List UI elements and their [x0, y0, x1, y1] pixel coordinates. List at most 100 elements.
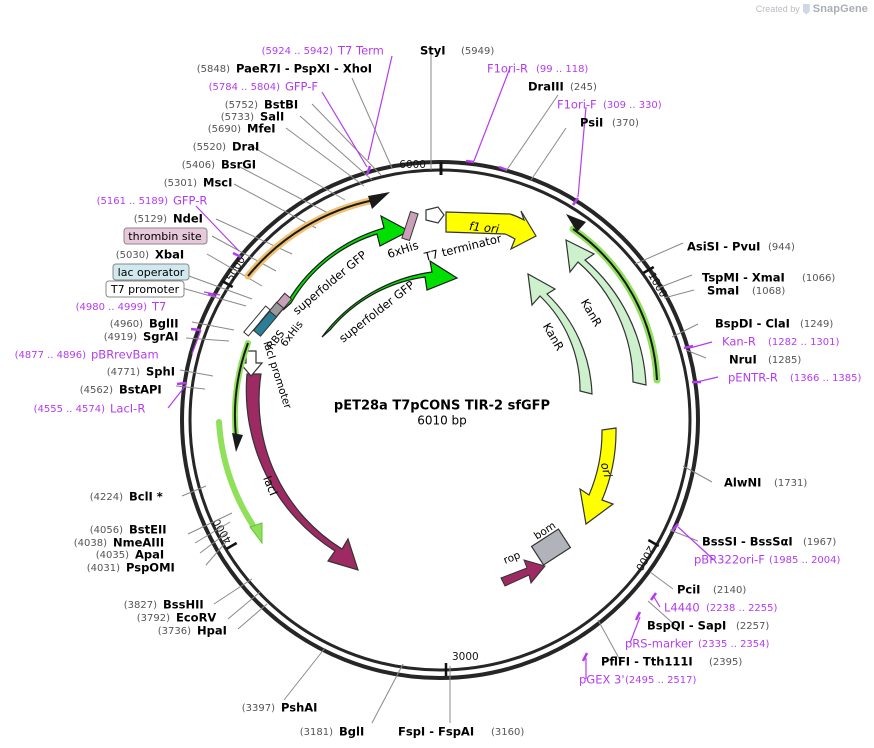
enzyme-name: DraIII — [528, 80, 564, 94]
enzyme-label-asisi: AsiSI - PvuI (944) — [687, 240, 795, 254]
tick-label-5000: 5000 — [224, 254, 248, 283]
feature-arcs-left — [216, 340, 263, 545]
enzyme-name: BssHII — [163, 598, 204, 612]
primer-range: (4877 .. 4896) — [15, 350, 87, 361]
enzyme-label-bglii: (4960) BglII — [110, 317, 179, 331]
enzyme-name: SalI — [260, 110, 284, 124]
enzyme-label-nrui: NruI (1285) — [729, 353, 801, 367]
feature-laci: lacI — [245, 373, 359, 571]
enzyme-pos: (4031) — [87, 563, 120, 574]
enzyme-pos: (1068) — [752, 286, 785, 297]
enzyme-label-bcli: (4224) BclI * — [90, 490, 163, 504]
enzyme-label-ndei: (5129) NdeI — [134, 212, 203, 226]
tick-label-6000: 6000 — [399, 159, 426, 171]
watermark-brand: SnapGene — [812, 3, 868, 15]
enzyme-name: PflFI - Tth111I — [601, 655, 693, 669]
primer-label-pbrrevbam: (4877 .. 4896) pBRrevBam — [15, 348, 159, 362]
primer-name: pRS-marker — [625, 637, 693, 651]
enzyme-name: BssSI - BssSαI — [702, 535, 793, 549]
primer-label-pbr322ori-f: pBR322ori-F (1985 .. 2004) — [694, 553, 841, 567]
enzyme-pos: (1731) — [774, 478, 807, 489]
enzyme-label-alwni: AlwNI (1731) — [724, 476, 807, 490]
primer-name: L4440 — [664, 601, 700, 615]
leader-lines-primers — [167, 55, 719, 679]
snapgene-watermark: Created by SnapGene — [756, 3, 868, 15]
feature-arc-f1ori-outer — [244, 192, 390, 280]
enzyme-pos: (4771) — [107, 367, 140, 378]
enzyme-pos: (4056) — [90, 525, 123, 536]
enzyme-label-bspqi: BspQI - SapI (2257) — [647, 619, 769, 633]
primer-range: (1985 .. 2004) — [769, 555, 841, 566]
feature-label-rop: rop — [502, 549, 523, 567]
enzyme-pos: (5733) — [221, 112, 254, 123]
primer-range: (2495 .. 2517) — [625, 675, 697, 686]
enzyme-name: ApaI — [135, 548, 164, 562]
primer-name: pENTR-R — [728, 371, 778, 385]
enzyme-label-mfei: (5690) MfeI — [208, 122, 276, 136]
enzyme-pos: (5520) — [193, 142, 226, 153]
enzyme-name: BclI * — [129, 490, 163, 504]
enzyme-name: StyI — [420, 44, 446, 58]
enzyme-label-bgli: (3181) BglI — [300, 725, 364, 739]
enzyme-label-ecorv: (3792) EcoRV — [137, 611, 217, 625]
enzyme-name: MscI — [203, 176, 232, 190]
primer-name: F1ori-R — [487, 62, 528, 76]
enzyme-label-pspomi: (4031) PspOMI — [87, 561, 175, 575]
primer-label-f1ori-r: F1ori-R (99 .. 118) — [487, 62, 588, 76]
enzyme-name: BglII — [149, 317, 179, 331]
enzyme-pos: (5752) — [225, 100, 258, 111]
watermark-prefix: Created by — [755, 4, 800, 14]
primer-range: (1282 .. 1301) — [768, 337, 840, 348]
plasmid-size: 6010 bp — [417, 414, 467, 428]
feature-label-f1-ori: f1 ori — [468, 219, 500, 236]
enzyme-name: SphI — [146, 365, 175, 379]
enzyme-label-bspdi: BspDI - ClaI (1249) — [715, 317, 833, 331]
enzyme-name: BstAPI — [119, 383, 162, 397]
primer-label-prs-marker: pRS-marker (2335 .. 2354) — [625, 637, 770, 651]
enzyme-label-fspi: FspI - FspAI (3160) — [398, 725, 524, 739]
enzyme-label-pshai: (3397) PshAI — [242, 701, 318, 715]
primer-label-t7: (4980 .. 4999) T7 — [76, 300, 167, 314]
enzyme-label-pflfi: PflFI - Tth111I (2395) — [601, 655, 742, 669]
enzyme-pos: (4919) — [104, 332, 137, 343]
enzyme-pos: (5690) — [208, 124, 241, 135]
enzyme-name: NruI — [729, 353, 757, 367]
leader-lines-left — [175, 77, 451, 724]
enzyme-name: BspDI - ClaI — [715, 317, 790, 331]
primer-label-t7-term: (5924 .. 5942) T7 Term — [262, 44, 384, 58]
leader-lines-right — [430, 52, 713, 661]
enzyme-pos: (3827) — [124, 600, 157, 611]
enzyme-name: HpaI — [197, 624, 227, 638]
enzyme-pos: (3736) — [158, 626, 191, 637]
enzyme-name: PsiI — [580, 116, 603, 130]
enzyme-name: AsiSI - PvuI — [687, 240, 760, 254]
primer-name: GFP-R — [173, 194, 207, 208]
primer-label-pentr-r: pENTR-R (1366 .. 1385) — [728, 371, 862, 385]
primer-label-f1ori-f: F1ori-F (309 .. 330) — [557, 98, 662, 112]
primer-name: GFP-F — [285, 80, 318, 94]
enzyme-name: FspI - FspAI — [398, 725, 474, 739]
enzyme-pos: (245) — [570, 82, 597, 93]
enzyme-label-psii: PsiI (370) — [580, 116, 639, 130]
primer-name: Kan-R — [722, 335, 756, 349]
enzyme-pos: (5301) — [164, 178, 197, 189]
primer-range: (2335 .. 2354) — [698, 639, 770, 650]
enzyme-pos: (1285) — [768, 355, 801, 366]
primer-range: (99 .. 118) — [536, 64, 588, 75]
plasmid-title-group: pET28a T7pCONS TIR-2 sfGFP 6010 bp — [334, 399, 550, 428]
enzyme-label-sali: (5733) SalI — [221, 110, 285, 124]
enzyme-label-apai: (4035) ApaI — [96, 548, 164, 562]
enzyme-label-pcii: PciI (2140) — [677, 583, 746, 597]
t7-promoter-text: T7 promoter — [110, 283, 180, 296]
enzyme-pos: (4035) — [96, 550, 129, 561]
enzyme-pos: (5406) — [182, 160, 215, 171]
enzyme-label-sphi: (4771) SphI — [107, 365, 175, 379]
primer-name: T7 Term — [337, 44, 384, 58]
enzyme-pos: (4960) — [110, 319, 143, 330]
enzyme-name: PaeR7I - PspXI - XhoI — [236, 62, 372, 76]
enzyme-pos: (370) — [612, 118, 639, 129]
enzyme-name: PspOMI — [126, 561, 175, 575]
enzyme-name: BstEII — [129, 523, 167, 537]
feature-label-ori: ori — [598, 461, 615, 480]
enzyme-pos: (5949) — [461, 46, 494, 57]
